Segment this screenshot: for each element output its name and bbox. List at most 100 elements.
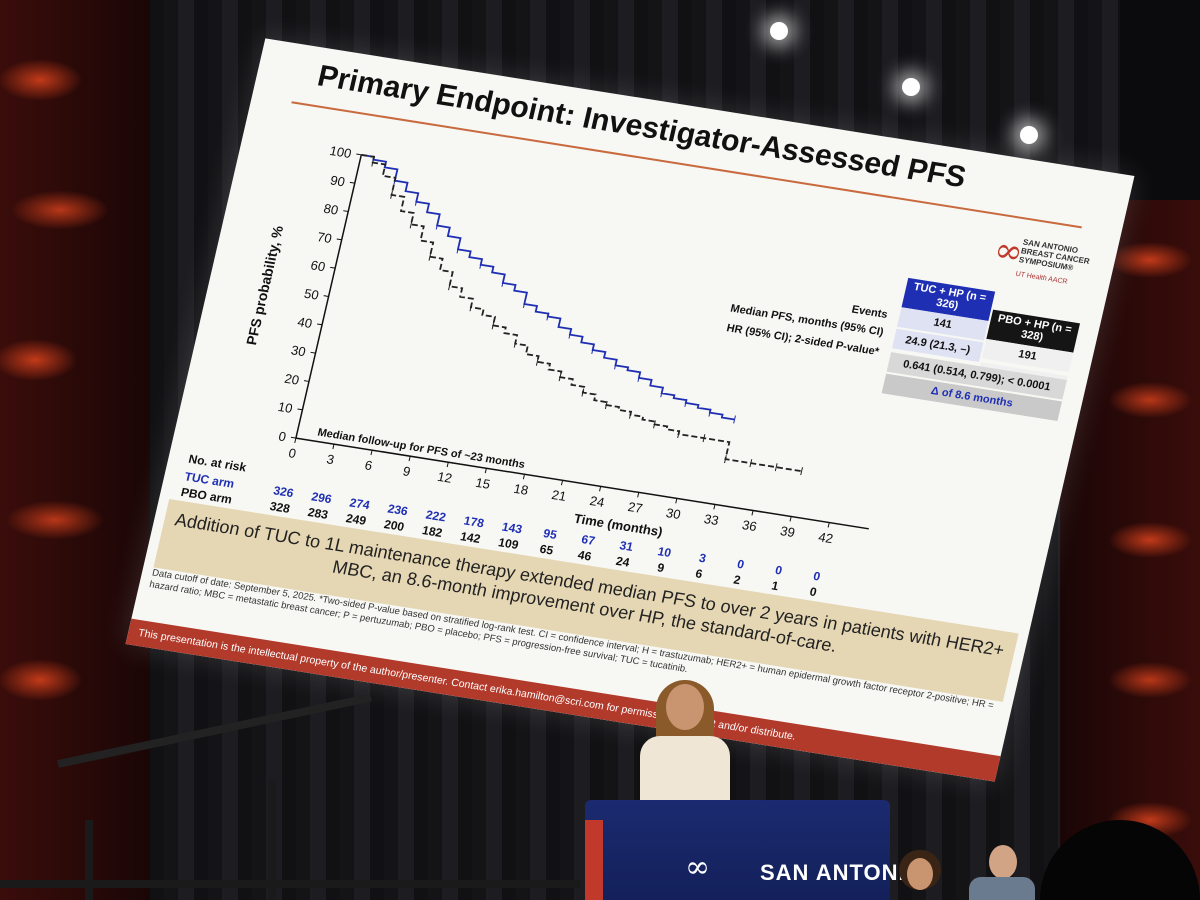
censor-mark <box>660 389 664 398</box>
censor-mark <box>684 398 688 407</box>
y-tick-label: 60 <box>309 257 327 274</box>
x-tick-label: 6 <box>363 457 374 473</box>
x-tick-label: 30 <box>665 505 683 522</box>
y-tick-label: 70 <box>316 229 334 246</box>
y-tick-label: 100 <box>328 143 353 161</box>
y-tick <box>323 295 329 297</box>
y-tick-label: 90 <box>329 173 347 190</box>
x-tick <box>522 474 525 480</box>
x-tick-label: 27 <box>626 499 644 516</box>
y-tick-label: 40 <box>296 314 314 331</box>
censor-mark <box>522 299 526 308</box>
censor-mark <box>702 434 706 443</box>
x-tick-label: 18 <box>512 481 530 498</box>
stage-rail-lower <box>0 880 580 888</box>
censor-mark <box>448 282 451 291</box>
y-tick <box>330 266 336 269</box>
x-tick <box>713 504 716 510</box>
x-tick <box>370 450 373 456</box>
censor-mark <box>628 410 632 419</box>
y-axis-label: PFS probability, % <box>243 224 286 346</box>
left-wall-lighting <box>0 0 150 900</box>
censor-mark <box>414 197 418 206</box>
x-tick <box>827 522 830 528</box>
censor-mark <box>491 321 495 330</box>
presenter <box>640 680 730 800</box>
panelist-body <box>969 877 1035 900</box>
x-tick-label: 21 <box>550 487 568 504</box>
tuc-series-line <box>361 153 735 421</box>
censor-mark <box>677 430 680 439</box>
censor-mark <box>614 361 617 370</box>
x-tick-label: 3 <box>325 451 336 467</box>
censor-mark <box>774 463 778 472</box>
x-tick-label: 39 <box>779 523 797 540</box>
censor-mark <box>456 245 460 254</box>
censor-mark <box>581 388 585 397</box>
censor-mark <box>371 158 375 167</box>
panelist-head <box>907 858 933 890</box>
x-tick <box>446 462 449 468</box>
censor-mark <box>513 339 517 348</box>
y-tick <box>317 323 323 326</box>
y-tick <box>336 238 342 241</box>
x-tick <box>637 492 640 498</box>
y-tick <box>290 436 297 439</box>
panelist <box>965 845 1035 900</box>
km-chart: PFS probability, % Time (months) Median … <box>243 143 869 546</box>
censor-mark <box>708 408 712 417</box>
y-tick <box>356 153 362 156</box>
presenter-head <box>666 684 704 730</box>
censor-mark <box>568 330 572 339</box>
x-tick <box>484 468 487 474</box>
x-axis-line <box>295 437 869 530</box>
x-tick-label: 36 <box>741 517 759 534</box>
railing-post <box>268 780 276 900</box>
x-tick-label: 42 <box>817 529 835 546</box>
x-tick <box>560 480 564 486</box>
censor-mark <box>724 455 727 464</box>
podium-text: SAN ANTONIO <box>760 860 924 885</box>
x-tick-label: 0 <box>287 445 298 461</box>
censor-mark <box>749 459 753 468</box>
x-tick <box>789 516 792 522</box>
censor-mark <box>653 420 656 429</box>
censor-mark <box>546 312 550 321</box>
censor-mark <box>390 190 393 199</box>
podium: ∞ SAN ANTONIO <box>585 800 923 900</box>
panelist-head <box>989 845 1017 879</box>
x-tick-label: 24 <box>588 493 606 510</box>
y-tick-label: 10 <box>276 399 294 416</box>
x-tick-label: 15 <box>474 475 492 492</box>
censor-mark <box>469 303 473 312</box>
panelist <box>895 850 945 900</box>
censor-mark <box>479 260 483 269</box>
projected-slide: Primary Endpoint: Investigator-Assessed … <box>125 38 1135 782</box>
x-tick <box>408 456 411 462</box>
x-tick <box>675 498 678 504</box>
censor-mark <box>604 401 608 410</box>
ceiling-light <box>770 22 788 40</box>
x-tick <box>751 510 754 516</box>
y-tick <box>297 408 303 411</box>
y-tick-label: 30 <box>290 342 308 359</box>
censor-mark <box>558 373 562 382</box>
podium-stripe <box>585 820 603 900</box>
y-tick-label: 50 <box>303 286 321 303</box>
censor-mark <box>435 221 439 230</box>
censor-mark <box>800 467 804 476</box>
y-tick <box>303 380 310 382</box>
y-tick-label: 80 <box>322 201 340 218</box>
censor-mark <box>591 346 595 355</box>
x-tick-label: 12 <box>436 469 454 486</box>
censor-mark <box>409 220 413 229</box>
ceiling-light <box>1020 126 1038 144</box>
censor-mark <box>428 252 432 261</box>
y-tick-label: 20 <box>283 371 301 388</box>
presenter-jacket <box>640 736 730 800</box>
x-tick <box>294 438 297 444</box>
censor-mark <box>637 373 641 382</box>
censor-mark <box>733 415 736 424</box>
x-tick <box>599 486 602 492</box>
